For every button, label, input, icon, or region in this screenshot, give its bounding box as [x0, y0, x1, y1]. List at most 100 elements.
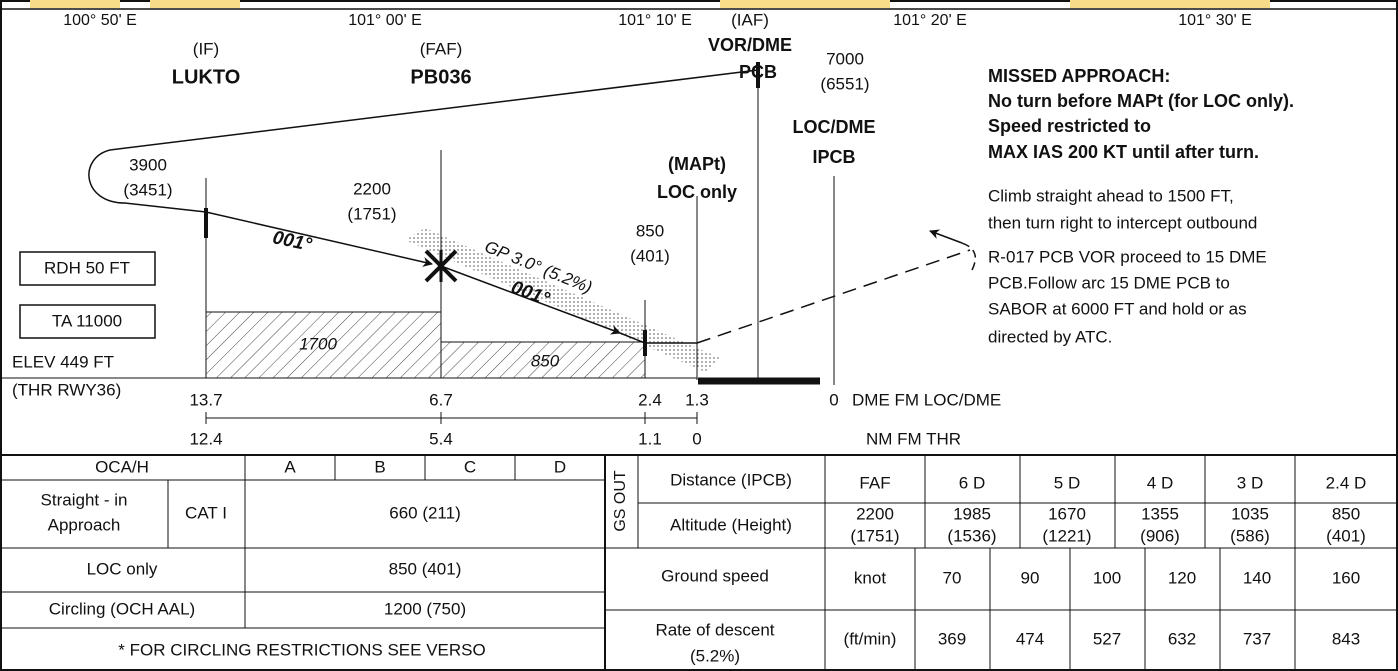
row-label: Straight - in	[41, 490, 128, 509]
distance-value: 5 D	[1054, 473, 1080, 492]
descent-rate: 632	[1168, 629, 1196, 648]
ground-speed: 70	[943, 568, 962, 587]
missed-text: then turn right to intercept outbound	[988, 213, 1257, 232]
row-label: Ground speed	[661, 566, 769, 585]
scale-ticks	[205, 412, 698, 424]
height: (6551)	[820, 74, 869, 93]
altitude-value: 850	[1332, 504, 1360, 523]
approach-track	[205, 211, 433, 267]
row-label: (5.2%)	[690, 646, 740, 665]
distance-value: FAF	[859, 473, 890, 492]
longitude-label: 101° 00' E	[348, 12, 422, 29]
missed-heading: Speed restricted to	[988, 116, 1151, 136]
facility-label: IPCB	[812, 147, 855, 167]
longitude-label: 101° 10' E	[618, 12, 692, 29]
altitude-value: 1670	[1048, 504, 1086, 523]
dme-mark: 2.4	[638, 390, 662, 409]
dme-mark: 0	[829, 390, 838, 409]
row-label: CAT I	[185, 503, 227, 522]
table-header: OCA/H	[95, 457, 149, 476]
height-value: (906)	[1140, 526, 1180, 545]
thr-mark: 5.4	[429, 429, 453, 448]
fix-role: (IAF)	[731, 10, 769, 29]
height-value: (586)	[1230, 526, 1270, 545]
altitude-value: 2200	[856, 504, 894, 523]
distance-value: 3 D	[1237, 473, 1263, 492]
procedure-track	[88, 69, 759, 213]
missed-track	[961, 242, 977, 271]
elevation: ELEV 449 FT	[12, 352, 114, 371]
height-value: (1221)	[1042, 526, 1091, 545]
dme-mark: 6.7	[429, 390, 453, 409]
dme-label: DME FM LOC/DME	[852, 390, 1001, 409]
table-header: D	[554, 457, 566, 476]
descent-rate: 843	[1332, 629, 1360, 648]
info-box	[19, 251, 156, 286]
height-value: (401)	[1326, 526, 1366, 545]
missed-heading: MISSED APPROACH:	[988, 66, 1170, 86]
minima-value: 850 (401)	[389, 559, 462, 578]
height-value: (1536)	[947, 526, 996, 545]
row-label: Altitude (Height)	[670, 515, 792, 534]
altitude-value: 1355	[1141, 504, 1179, 523]
row-label: Rate of descent	[655, 620, 774, 639]
fix-name: PB036	[410, 66, 471, 88]
fix-name: PCB	[739, 62, 777, 82]
missed-text: SABOR at 6000 FT and hold or as	[988, 299, 1247, 318]
descent-rate: 369	[938, 629, 966, 648]
dme-mark: 1.3	[685, 390, 709, 409]
thr-mark: 12.4	[189, 429, 222, 448]
fix-role: (IF)	[193, 39, 219, 58]
row-label: Circling (OCH AAL)	[49, 599, 195, 618]
row-label: LOC only	[87, 559, 158, 578]
minima-value: 660 (211)	[389, 503, 461, 522]
altitude: 7000	[826, 49, 864, 68]
track-label: 001°	[271, 227, 314, 256]
distance-value: 4 D	[1147, 473, 1173, 492]
info-box	[19, 304, 156, 339]
thr-label: NM FM THR	[866, 429, 961, 448]
missed-heading: MAX IAS 200 KT until after turn.	[988, 142, 1259, 162]
missed-track	[696, 249, 971, 344]
thr-mark: 0	[692, 429, 701, 448]
table-grid	[0, 454, 1398, 671]
faf-symbol	[424, 249, 458, 283]
approach-track	[619, 332, 646, 344]
descent-rate: 737	[1243, 629, 1271, 648]
obstacle-height: 850	[531, 351, 560, 370]
height: (3451)	[123, 180, 172, 199]
facility-label: LOC/DME	[793, 117, 876, 137]
mapt-label: LOC only	[657, 182, 737, 202]
map-strip	[1070, 0, 1270, 8]
ground-speed: 120	[1168, 568, 1196, 587]
distance-value: 6 D	[959, 473, 985, 492]
table-header: C	[464, 457, 476, 476]
missed-text: PCB.Follow arc 15 DME PCB to	[988, 273, 1230, 292]
unit: knot	[854, 568, 886, 587]
missed-arrow	[929, 229, 963, 244]
longitude-label: 101° 30' E	[1178, 12, 1252, 29]
longitude-label: 101° 20' E	[893, 12, 967, 29]
table-header: A	[284, 457, 296, 476]
fix-role: (FAF)	[420, 39, 463, 58]
altitude: 3900	[129, 155, 167, 174]
ground-speed: 140	[1243, 568, 1271, 587]
mapt-label: (MAPt)	[668, 154, 726, 174]
map-strip	[720, 0, 890, 8]
minima-value: 1200 (750)	[384, 599, 466, 618]
height: (401)	[630, 246, 670, 265]
row-label: Approach	[48, 515, 121, 534]
map-strip	[30, 0, 120, 8]
unit: (ft/min)	[844, 629, 897, 648]
glidepath-band	[405, 228, 720, 372]
table-header: B	[374, 457, 385, 476]
fix-name: LUKTO	[172, 66, 241, 88]
altitude: 2200	[353, 179, 391, 198]
descent-rate: 474	[1016, 629, 1044, 648]
gs-out-label: GS OUT	[612, 470, 629, 532]
ta: TA 11000	[52, 311, 122, 330]
thr-mark: 1.1	[638, 429, 662, 448]
missed-text: Climb straight ahead to 1500 FT,	[988, 186, 1234, 205]
missed-text: R-017 PCB VOR proceed to 15 DME	[988, 247, 1267, 266]
ground-speed: 90	[1021, 568, 1040, 587]
